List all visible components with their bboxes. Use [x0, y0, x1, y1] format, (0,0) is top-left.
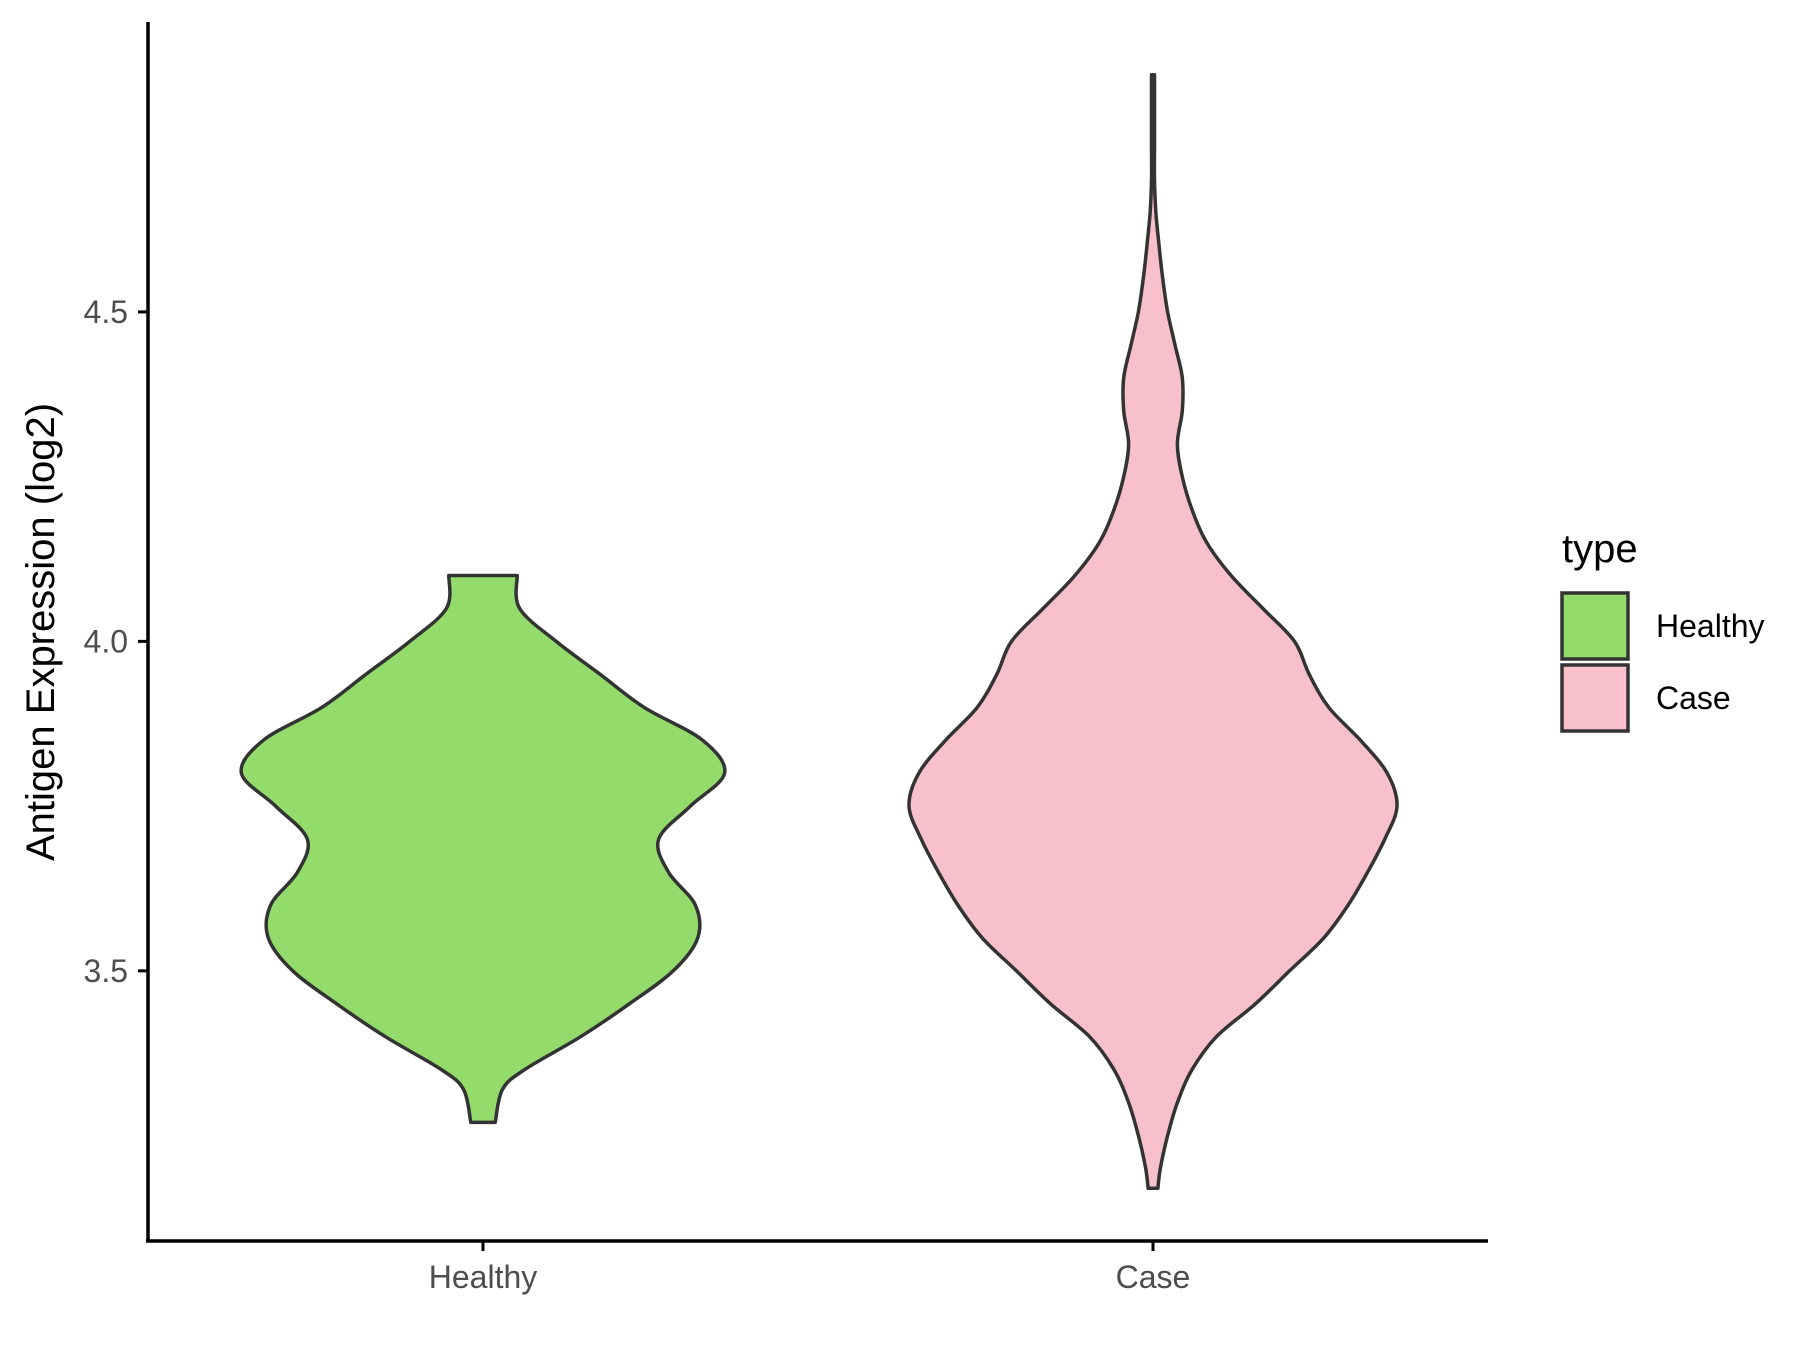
- violin-case: [907, 72, 1399, 1191]
- x-tick-label: Healthy: [429, 1259, 538, 1295]
- legend-swatch-case: [1560, 663, 1630, 733]
- legend-title: type: [1562, 527, 1638, 571]
- x-ticks: Healthy Case: [429, 1241, 1191, 1295]
- legend: type Healthy Case: [1560, 527, 1765, 733]
- legend-label-case: Case: [1656, 680, 1731, 716]
- y-tick-label: 4.0: [84, 623, 128, 659]
- x-tick-label: Case: [1116, 1259, 1191, 1295]
- legend-entries: Healthy Case: [1560, 591, 1765, 733]
- y-axis-title: Antigen Expression (log2): [19, 403, 63, 861]
- y-tick-label: 3.5: [84, 953, 128, 989]
- y-ticks: 3.5 4.0 4.5: [84, 294, 148, 989]
- y-tick-label: 4.5: [84, 294, 128, 330]
- legend-label-healthy: Healthy: [1656, 608, 1765, 644]
- legend-swatch-healthy: [1560, 591, 1630, 661]
- violin-layer: [239, 72, 1399, 1191]
- violin-healthy: [239, 573, 727, 1125]
